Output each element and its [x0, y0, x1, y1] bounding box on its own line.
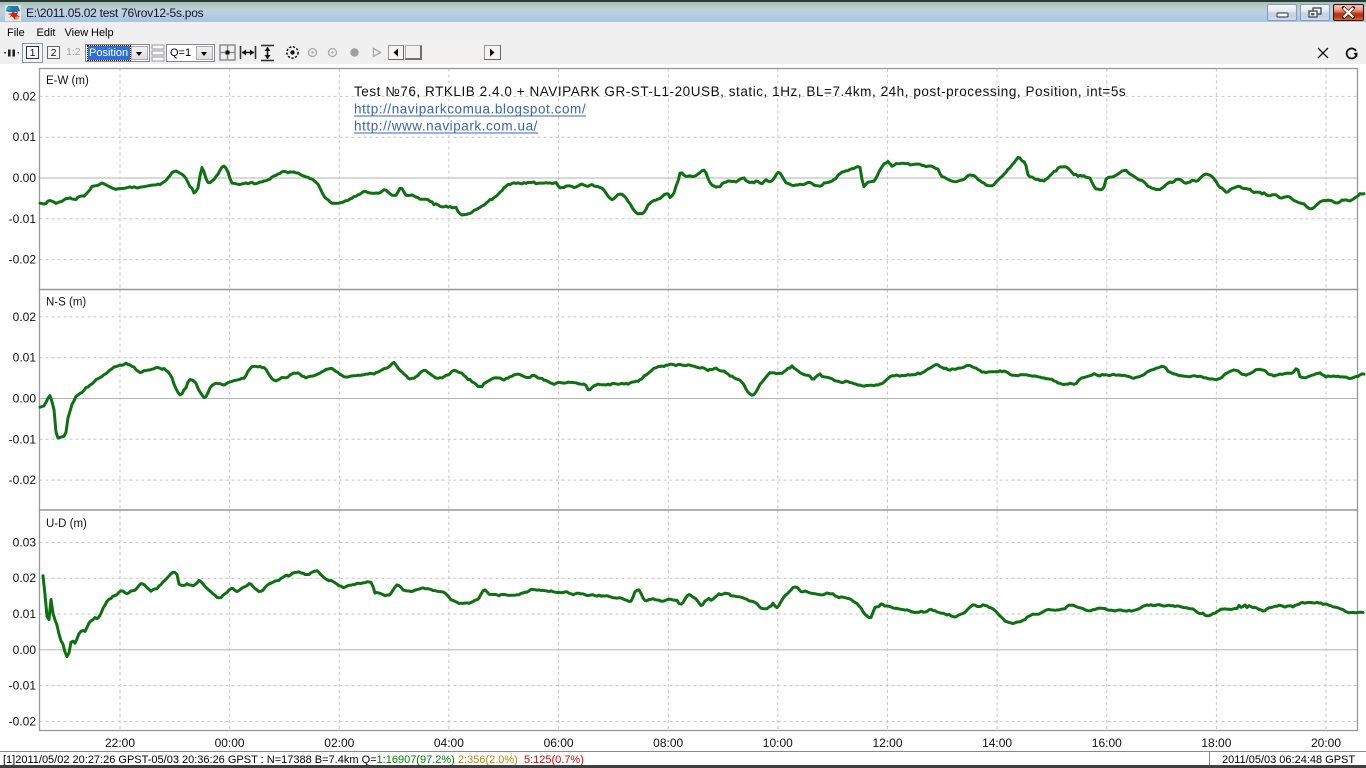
svg-text:12:00: 12:00 — [872, 736, 902, 750]
svg-text:0.01: 0.01 — [13, 351, 37, 365]
svg-text:E-W (m): E-W (m) — [46, 75, 89, 87]
svg-text:-0.01: -0.01 — [9, 679, 37, 693]
svg-text:0.01: 0.01 — [13, 607, 37, 621]
svg-text:0.00: 0.00 — [13, 392, 37, 406]
svg-text:http://naviparkcomua.blogspot.: http://naviparkcomua.blogspot.com/ — [354, 102, 586, 117]
svg-text:N-S (m): N-S (m) — [46, 297, 86, 309]
svg-text:0.00: 0.00 — [13, 643, 37, 657]
svg-text:-0.01: -0.01 — [9, 212, 37, 226]
svg-text:Test №76, RTKLIB 2.4.0 + NAVIP: Test №76, RTKLIB 2.4.0 + NAVIPARK GR-ST-… — [354, 84, 1126, 99]
svg-text:0.02: 0.02 — [13, 571, 37, 585]
svg-text:18:00: 18:00 — [1201, 736, 1231, 750]
svg-text:00:00: 00:00 — [215, 736, 245, 750]
svg-text:22:00: 22:00 — [105, 736, 135, 750]
svg-text:-0.02: -0.02 — [9, 714, 37, 728]
svg-text:U-D (m): U-D (m) — [46, 518, 87, 530]
svg-text:0.02: 0.02 — [13, 310, 37, 324]
svg-text:06:00: 06:00 — [544, 736, 574, 750]
svg-text:-0.02: -0.02 — [9, 253, 37, 267]
svg-text:-0.01: -0.01 — [9, 432, 37, 446]
svg-text:0.01: 0.01 — [13, 130, 37, 144]
svg-text:16:00: 16:00 — [1092, 736, 1122, 750]
svg-text:0.02: 0.02 — [13, 89, 37, 103]
svg-text:08:00: 08:00 — [653, 736, 683, 750]
svg-text:http://www.navipark.com.ua/: http://www.navipark.com.ua/ — [354, 119, 538, 134]
svg-text:04:00: 04:00 — [434, 736, 464, 750]
svg-text:14:00: 14:00 — [982, 736, 1012, 750]
svg-text:0.03: 0.03 — [13, 535, 37, 549]
svg-text:20:00: 20:00 — [1311, 736, 1341, 750]
svg-text:02:00: 02:00 — [324, 736, 354, 750]
svg-text:0.00: 0.00 — [13, 171, 37, 185]
svg-text:10:00: 10:00 — [763, 736, 793, 750]
svg-text:-0.02: -0.02 — [9, 473, 37, 487]
